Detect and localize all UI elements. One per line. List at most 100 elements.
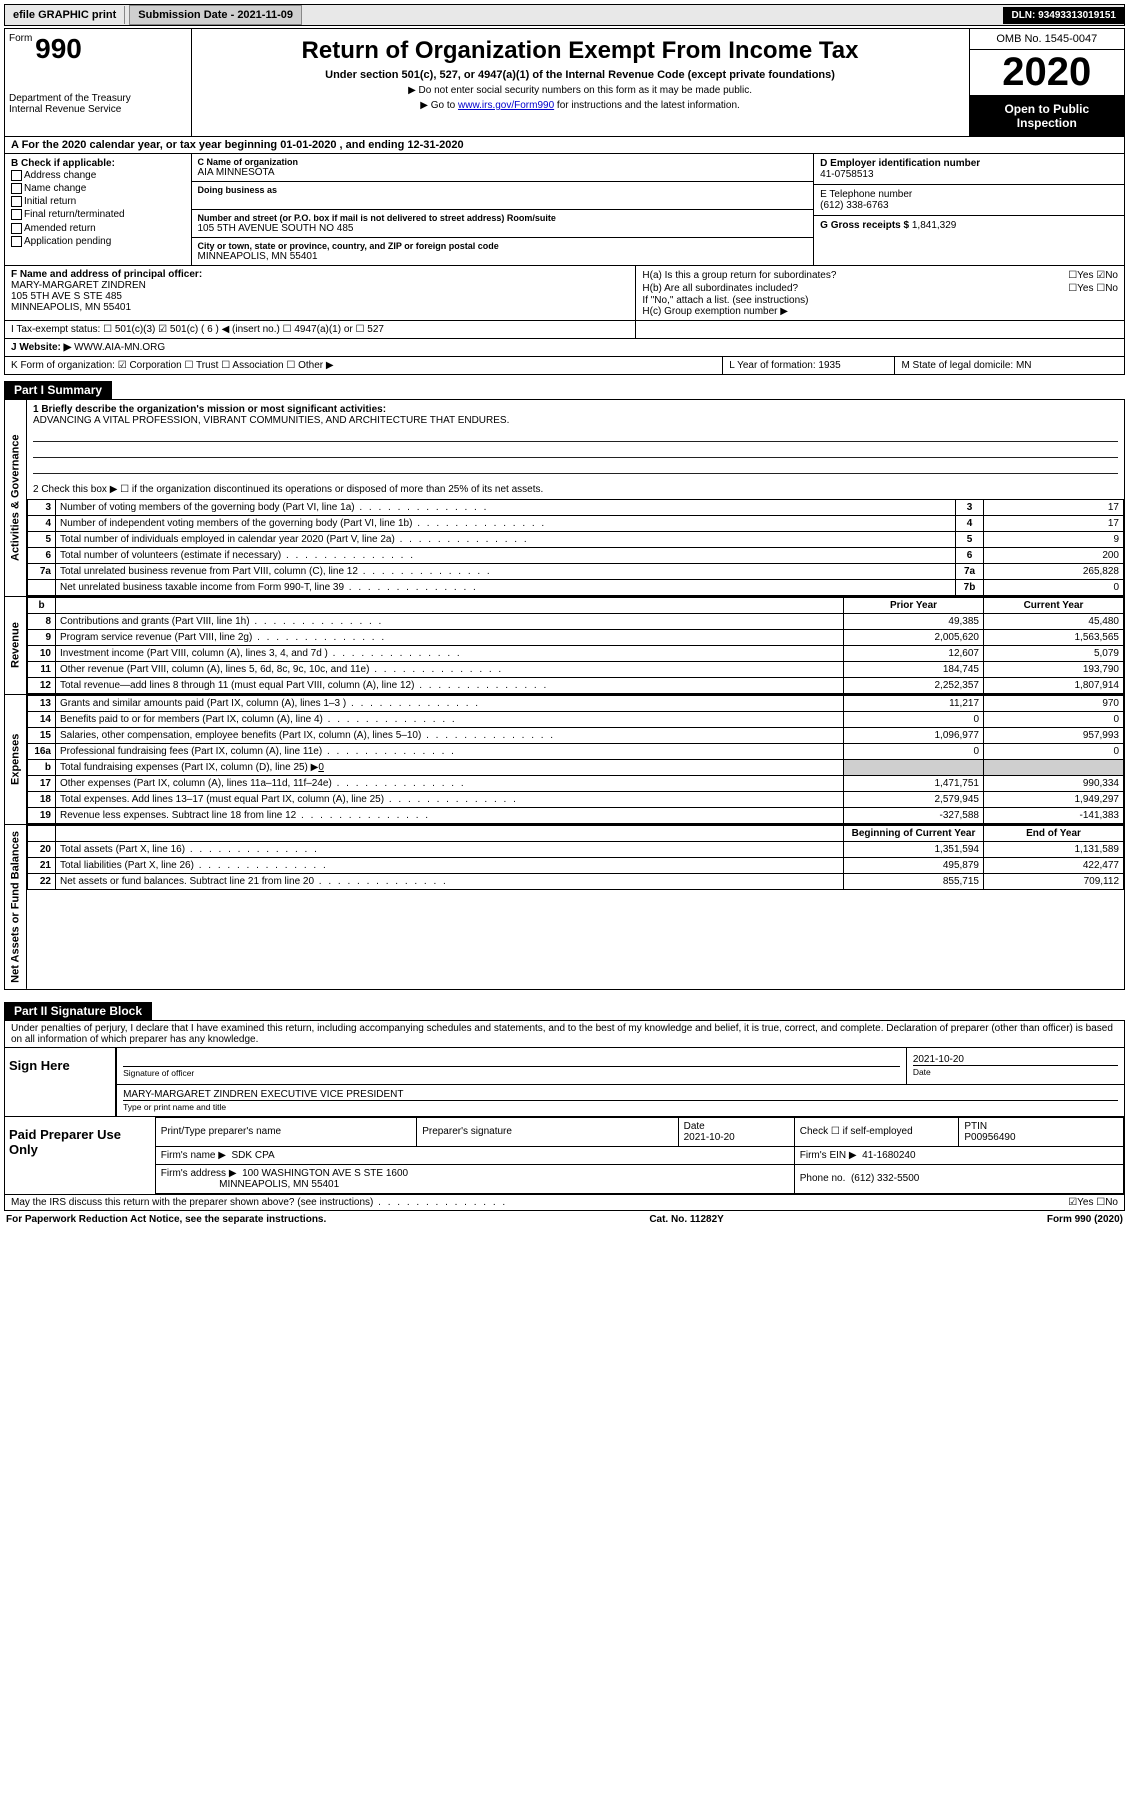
- org-name: AIA MINNESOTA: [198, 167, 808, 178]
- prep-date: 2021-10-20: [684, 1132, 735, 1143]
- sign-here-label: Sign Here: [5, 1048, 115, 1116]
- side-expenses: Expenses: [5, 695, 27, 824]
- preparer-table: Print/Type preparer's name Preparer's si…: [155, 1117, 1124, 1194]
- ptin-value: P00956490: [964, 1132, 1015, 1143]
- irs-link[interactable]: www.irs.gov/Form990: [458, 100, 554, 111]
- submission-date: Submission Date - 2021-11-09: [129, 5, 302, 25]
- table-row: 15 Salaries, other compensation, employe…: [28, 728, 1124, 744]
- paid-preparer-block: Paid Preparer Use Only Print/Type prepar…: [4, 1117, 1125, 1195]
- form-title: Return of Organization Exempt From Incom…: [198, 33, 963, 65]
- efile-print-button[interactable]: efile GRAPHIC print: [5, 6, 125, 24]
- chk-application-pending[interactable]: Application pending: [11, 235, 185, 248]
- website-value: WWW.AIA-MN.ORG: [74, 342, 165, 353]
- chk-name-change[interactable]: Name change: [11, 182, 185, 195]
- end-year-head: End of Year: [984, 826, 1124, 842]
- table-row: 10 Investment income (Part VIII, column …: [28, 646, 1124, 662]
- note2-pre: ▶ Go to: [420, 100, 458, 111]
- page-footer: For Paperwork Reduction Act Notice, see …: [4, 1211, 1125, 1228]
- paid-preparer-label: Paid Preparer Use Only: [5, 1117, 155, 1194]
- sig-date: 2021-10-20: [913, 1054, 1118, 1065]
- table-row: 21 Total liabilities (Part X, line 26) 4…: [28, 858, 1124, 874]
- revenue-table: b Prior Year Current Year 8 Contribution…: [27, 597, 1124, 694]
- tax-year: 2020: [970, 50, 1124, 96]
- omb-number: OMB No. 1545-0047: [970, 29, 1124, 50]
- table-row: 17 Other expenses (Part IX, column (A), …: [28, 776, 1124, 792]
- form-note2: ▶ Go to www.irs.gov/Form990 for instruct…: [198, 96, 963, 111]
- row-m-state: M State of legal domicile: MN: [894, 357, 1124, 374]
- note2-post: for instructions and the latest informat…: [557, 100, 740, 111]
- chk-initial-return[interactable]: Initial return: [11, 195, 185, 208]
- table-row: 11 Other revenue (Part VIII, column (A),…: [28, 662, 1124, 678]
- prep-self-employed[interactable]: Check ☐ if self-employed: [800, 1126, 913, 1137]
- row-a-tax-year: A For the 2020 calendar year, or tax yea…: [4, 137, 1125, 154]
- side-governance: Activities & Governance: [5, 400, 27, 596]
- hb-yesno[interactable]: ☐Yes ☐No: [1068, 283, 1118, 294]
- dln: DLN: 93493313019151: [1003, 7, 1124, 24]
- firm-addr2: MINNEAPOLIS, MN 55401: [219, 1179, 339, 1190]
- row-i-options[interactable]: ☐ 501(c)(3) ☑ 501(c) ( 6 ) ◀ (insert no.…: [103, 324, 384, 335]
- table-row: 5 Total number of individuals employed i…: [28, 532, 1124, 548]
- table-row: 9 Program service revenue (Part VIII, li…: [28, 630, 1124, 646]
- ha-yesno[interactable]: ☐Yes ☑No: [1068, 270, 1118, 281]
- row-j-website: J Website: ▶ WWW.AIA-MN.ORG: [4, 339, 1125, 357]
- gross-receipts-label: G Gross receipts $: [820, 220, 912, 231]
- column-b-checkboxes: B Check if applicable: Address change Na…: [5, 154, 192, 265]
- row-i-label: I Tax-exempt status:: [11, 324, 100, 335]
- form-subtitle: Under section 501(c), 527, or 4947(a)(1)…: [198, 65, 963, 81]
- firm-name-label: Firm's name ▶: [161, 1150, 226, 1161]
- part2-header: Part II Signature Block: [4, 1002, 152, 1020]
- addr-label: Number and street (or P.O. box if mail i…: [198, 213, 808, 223]
- part1-revenue: Revenue b Prior Year Current Year 8 Cont…: [4, 597, 1125, 695]
- chk-amended[interactable]: Amended return: [11, 222, 185, 235]
- form-note1: ▶ Do not enter social security numbers o…: [198, 81, 963, 96]
- gross-receipts-value: 1,841,329: [912, 220, 957, 231]
- hb-label: H(b) Are all subordinates included?: [642, 283, 798, 294]
- part1-governance: Activities & Governance 1 Briefly descri…: [4, 399, 1125, 597]
- col-h-group: H(a) Is this a group return for subordin…: [635, 266, 1124, 320]
- dept-treasury: Department of the Treasury Internal Reve…: [9, 93, 187, 115]
- table-row: Net unrelated business taxable income fr…: [28, 580, 1124, 596]
- open-public-badge: Open to Public Inspection: [970, 96, 1124, 136]
- phone-label: E Telephone number: [820, 189, 912, 200]
- officer-name-label: Type or print name and title: [123, 1100, 1118, 1112]
- ha-label: H(a) Is this a group return for subordin…: [642, 270, 836, 281]
- row-k-form-org[interactable]: K Form of organization: ☑ Corporation ☐ …: [5, 357, 722, 374]
- q2-check[interactable]: 2 Check this box ▶ ☐ if the organization…: [27, 480, 1124, 499]
- table-row: 6 Total number of volunteers (estimate i…: [28, 548, 1124, 564]
- firm-ein-label: Firm's EIN ▶: [800, 1150, 857, 1161]
- expenses-table: 13 Grants and similar amounts paid (Part…: [27, 695, 1124, 824]
- column-c-org-info: C Name of organization AIA MINNESOTA Doi…: [192, 154, 814, 265]
- table-row: 8 Contributions and grants (Part VIII, l…: [28, 614, 1124, 630]
- prep-sig-label: Preparer's signature: [422, 1126, 512, 1137]
- discuss-yesno[interactable]: ☑Yes ☐No: [1068, 1197, 1118, 1208]
- form-word: Form: [9, 33, 32, 44]
- form-header-left: Form 990 Department of the Treasury Inte…: [5, 29, 192, 136]
- website-label: J Website: ▶: [11, 342, 74, 353]
- ein-label: D Employer identification number: [820, 158, 980, 169]
- form-header-center: Return of Organization Exempt From Incom…: [192, 29, 969, 136]
- part1-header: Part I Summary: [4, 381, 112, 399]
- chk-final-return[interactable]: Final return/terminated: [11, 208, 185, 221]
- firm-name: SDK CPA: [232, 1150, 275, 1161]
- org-name-label: C Name of organization: [198, 157, 808, 167]
- col-b-header: B Check if applicable:: [11, 158, 185, 169]
- officer-name-title: MARY-MARGARET ZINDREN EXECUTIVE VICE PRE…: [123, 1089, 1118, 1100]
- row-16b: b Total fundraising expenses (Part IX, c…: [28, 760, 1124, 776]
- form-header-right: OMB No. 1545-0047 2020 Open to Public In…: [969, 29, 1124, 136]
- table-row: 18 Total expenses. Add lines 13–17 (must…: [28, 792, 1124, 808]
- prior-year-head: Prior Year: [844, 598, 984, 614]
- net-assets-table: Beginning of Current Year End of Year 20…: [27, 825, 1124, 890]
- city-label: City or town, state or province, country…: [198, 241, 808, 251]
- firm-addr-label: Firm's address ▶: [161, 1168, 237, 1179]
- sign-here-block: Sign Here Signature of officer 2021-10-2…: [4, 1048, 1125, 1117]
- current-year-head: Current Year: [984, 598, 1124, 614]
- part1-container: Part I Summary Activities & Governance 1…: [4, 375, 1125, 990]
- chk-address-change[interactable]: Address change: [11, 169, 185, 182]
- part1-net-assets: Net Assets or Fund Balances Beginning of…: [4, 825, 1125, 990]
- block-f-h: F Name and address of principal officer:…: [4, 266, 1125, 321]
- table-row: 12 Total revenue—add lines 8 through 11 …: [28, 678, 1124, 694]
- table-row: 22 Net assets or fund balances. Subtract…: [28, 874, 1124, 890]
- col-f-officer: F Name and address of principal officer:…: [5, 266, 635, 320]
- ptin-label: PTIN: [964, 1121, 987, 1132]
- officer-l1: MARY-MARGARET ZINDREN: [11, 280, 146, 291]
